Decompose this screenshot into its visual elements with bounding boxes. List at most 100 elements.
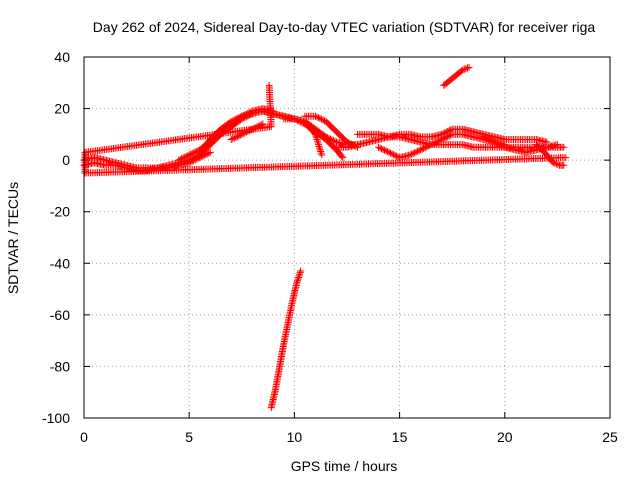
data-point bbox=[435, 137, 443, 145]
data-point bbox=[316, 146, 324, 154]
data-point bbox=[460, 65, 468, 73]
data-point bbox=[312, 134, 320, 142]
data-point bbox=[182, 152, 190, 160]
data-point bbox=[429, 140, 437, 148]
data-point bbox=[492, 139, 500, 147]
data-point bbox=[331, 137, 339, 145]
data-track bbox=[280, 115, 326, 159]
data-point bbox=[409, 150, 417, 158]
data-point bbox=[236, 131, 244, 139]
data-point bbox=[493, 140, 501, 148]
data-point bbox=[314, 139, 322, 147]
data-point bbox=[227, 136, 235, 144]
data-point bbox=[459, 66, 467, 74]
data-point bbox=[427, 141, 435, 149]
x-tick-label: 10 bbox=[287, 429, 303, 445]
data-point bbox=[179, 154, 187, 162]
data-point bbox=[376, 144, 384, 152]
data-point bbox=[417, 146, 425, 154]
data-point bbox=[175, 156, 183, 164]
data-point bbox=[483, 134, 491, 142]
y-tick-label: 20 bbox=[54, 101, 70, 117]
x-tick-label: 15 bbox=[392, 429, 408, 445]
data-point bbox=[188, 157, 196, 165]
data-point bbox=[311, 112, 319, 120]
y-tick-label: -40 bbox=[50, 255, 70, 271]
data-point bbox=[393, 152, 401, 160]
data-point bbox=[495, 140, 503, 148]
data-point bbox=[381, 146, 389, 154]
data-point bbox=[390, 151, 398, 159]
y-tick-label: 40 bbox=[54, 49, 70, 65]
data-point bbox=[378, 145, 386, 153]
data-point bbox=[412, 148, 420, 156]
data-point bbox=[296, 269, 304, 277]
data-point bbox=[229, 117, 237, 125]
data-point bbox=[297, 267, 305, 275]
data-point bbox=[379, 145, 387, 153]
data-point bbox=[295, 273, 303, 281]
data-track bbox=[196, 110, 256, 156]
data-point bbox=[414, 147, 422, 155]
data-point bbox=[421, 144, 429, 152]
data-point bbox=[560, 143, 568, 151]
data-point bbox=[408, 150, 416, 158]
data-point bbox=[313, 113, 321, 121]
data-point bbox=[432, 138, 440, 146]
data-point bbox=[426, 141, 434, 149]
data-point bbox=[187, 158, 195, 166]
data-point bbox=[382, 147, 390, 155]
data-point bbox=[498, 142, 506, 150]
data-point bbox=[311, 130, 319, 138]
data-point bbox=[391, 151, 399, 159]
data-point bbox=[480, 133, 488, 141]
data-point bbox=[181, 153, 189, 161]
y-tick-label: -100 bbox=[42, 410, 70, 426]
data-point bbox=[318, 151, 326, 159]
data-points bbox=[80, 63, 570, 412]
data-point bbox=[248, 110, 256, 118]
y-tick-label: -80 bbox=[50, 358, 70, 374]
data-point bbox=[187, 150, 195, 158]
data-point bbox=[317, 115, 325, 123]
data-point bbox=[293, 280, 301, 288]
data-point bbox=[442, 133, 450, 141]
data-point bbox=[317, 148, 325, 156]
axis-ticks: 0 5 10 15 20 25 -100 -80 -60 -40 -20 0 20 40 bbox=[42, 49, 618, 445]
data-point bbox=[236, 113, 244, 121]
data-point bbox=[489, 137, 497, 145]
data-point bbox=[338, 152, 346, 160]
data-point bbox=[439, 135, 447, 143]
data-point bbox=[184, 152, 192, 160]
x-tick-label: 0 bbox=[80, 429, 88, 445]
data-point bbox=[233, 115, 241, 123]
y-tick-label: 0 bbox=[62, 152, 70, 168]
data-point bbox=[433, 138, 441, 146]
data-point bbox=[562, 154, 570, 162]
data-point bbox=[441, 134, 449, 142]
data-point bbox=[388, 150, 396, 158]
data-point bbox=[205, 149, 213, 157]
plot-frame bbox=[83, 56, 611, 419]
data-point bbox=[193, 155, 201, 163]
data-point bbox=[176, 155, 184, 163]
data-point bbox=[315, 141, 323, 149]
data-point bbox=[406, 151, 414, 159]
data-point bbox=[438, 136, 446, 144]
chart-title: Day 262 of 2024, Sidereal Day-to-day VTE… bbox=[93, 19, 596, 35]
data-point bbox=[339, 154, 347, 162]
data-point bbox=[315, 142, 323, 150]
data-point bbox=[185, 159, 193, 167]
x-tick-label: 25 bbox=[602, 429, 618, 445]
data-point bbox=[465, 63, 473, 71]
y-tick-label: -60 bbox=[50, 307, 70, 323]
data-point bbox=[316, 144, 324, 152]
data-point bbox=[293, 278, 301, 286]
data-point bbox=[496, 141, 504, 149]
data-point bbox=[202, 151, 210, 159]
data-point bbox=[447, 131, 455, 139]
data-point bbox=[487, 137, 495, 145]
data-track bbox=[81, 81, 570, 177]
